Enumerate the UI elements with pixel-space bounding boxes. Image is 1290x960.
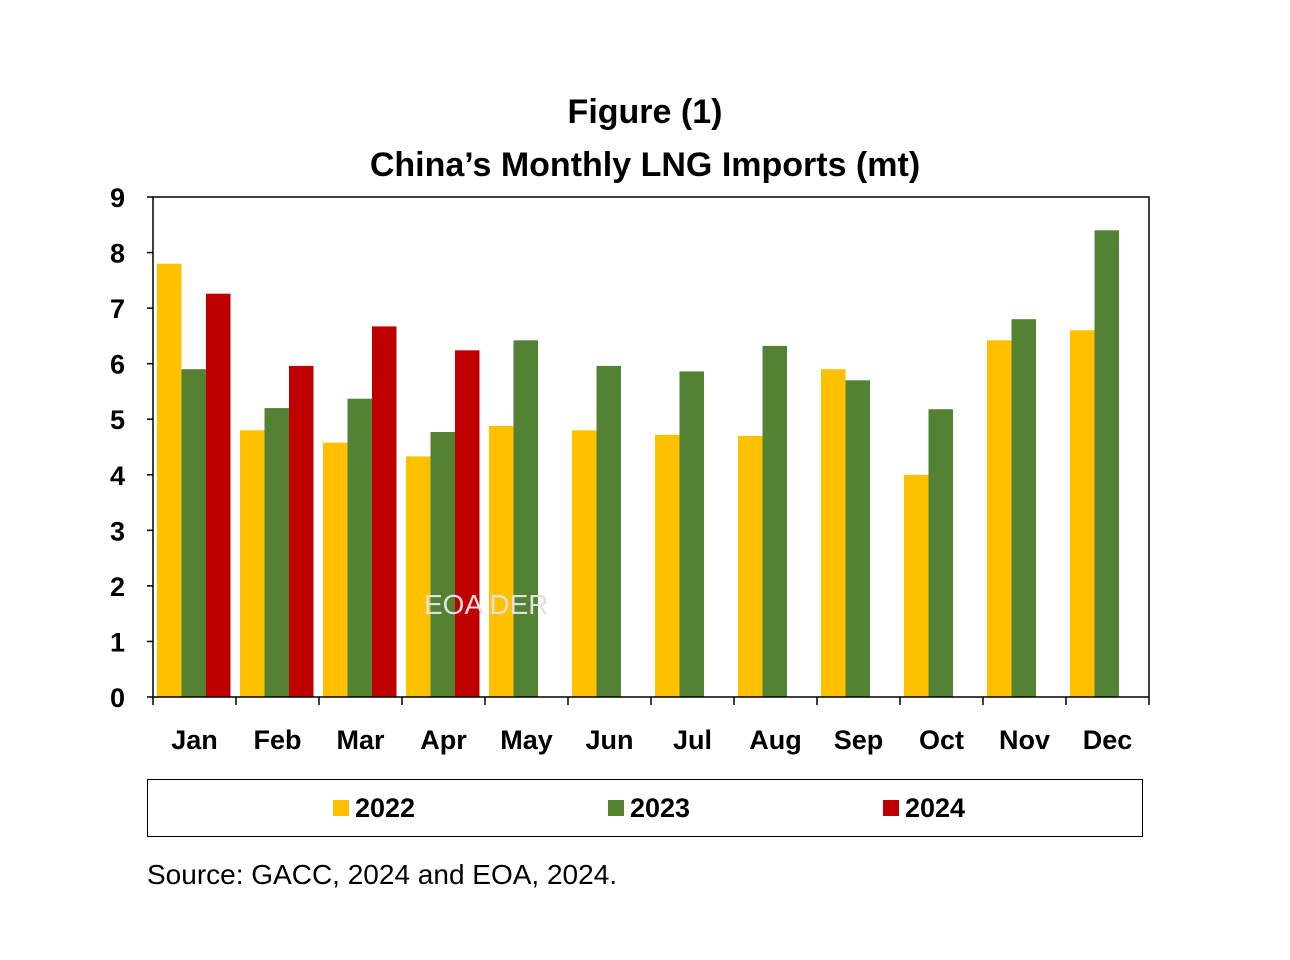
bar-2022-jul (655, 434, 680, 697)
y-tick-label: 4 (110, 461, 125, 491)
bar-2022-jun (572, 430, 597, 697)
bar-2023-aug (762, 345, 787, 697)
bar-2024-feb (289, 365, 314, 697)
legend-item-2023: 2023 (608, 793, 690, 823)
x-tick-label: Jul (673, 725, 712, 755)
x-tick-label: Apr (420, 725, 467, 755)
y-tick-label: 0 (110, 683, 125, 713)
x-tick-label: Feb (253, 725, 301, 755)
y-tick-label: 6 (110, 350, 125, 380)
bar-2024-jan (206, 293, 231, 697)
bar-2022-oct (904, 474, 929, 697)
watermark-text: EOA DER (424, 589, 548, 620)
y-tick-label: 9 (110, 183, 125, 213)
x-tick-label: Jan (171, 725, 218, 755)
bar-2022-dec (1070, 330, 1095, 697)
y-tick-label: 3 (110, 516, 125, 546)
bar-2023-nov (1011, 319, 1036, 697)
chart-legend: 2022 2023 2024 (147, 779, 1143, 837)
x-tick-label: Aug (749, 725, 801, 755)
x-tick-label: Nov (999, 725, 1050, 755)
legend-label-2022: 2022 (355, 793, 416, 823)
legend-swatch-2023 (608, 800, 624, 816)
y-tick-label: 5 (110, 405, 125, 435)
legend-swatch-2022 (333, 800, 349, 816)
bar-2024-apr (455, 350, 480, 697)
bar-2022-jan (157, 263, 182, 697)
bar-2022-apr (406, 456, 431, 697)
legend-swatch-2024 (883, 800, 899, 816)
x-tick-label: Oct (919, 725, 964, 755)
bar-2023-apr (430, 432, 455, 697)
bar-2022-aug (738, 435, 763, 697)
bar-2023-jul (679, 371, 704, 697)
bar-2024-mar (372, 326, 397, 697)
y-tick-label: 2 (110, 572, 125, 602)
legend-item-2024: 2024 (883, 793, 965, 823)
legend-label-2024: 2024 (905, 793, 966, 823)
y-tick-label: 1 (110, 627, 125, 657)
bar-2022-mar (323, 442, 348, 697)
bar-2022-sep (821, 369, 846, 697)
x-tick-label: May (500, 725, 553, 755)
x-tick-label: Jun (585, 725, 633, 755)
bar-2023-sep (845, 380, 870, 697)
legend-label-2023: 2023 (630, 793, 691, 823)
chart-title: Figure (1) (567, 93, 723, 131)
source-note: Source: GACC, 2024 and EOA, 2024. (147, 859, 618, 890)
bar-2023-jan (181, 369, 206, 697)
bar-2023-may (513, 340, 538, 697)
legend-item-2022: 2022 (333, 793, 415, 823)
bar-2023-dec (1094, 230, 1119, 698)
y-tick-label: 7 (110, 294, 125, 324)
bar-2022-may (489, 425, 514, 697)
bar-2023-feb (264, 408, 289, 697)
x-tick-label: Mar (336, 725, 385, 755)
x-tick-label: Dec (1083, 725, 1133, 755)
chart-subtitle: China’s Monthly LNG Imports (mt) (369, 146, 921, 184)
bar-2022-nov (987, 340, 1012, 697)
bar-2023-oct (928, 409, 953, 697)
x-tick-label: Sep (834, 725, 884, 755)
bar-2023-jun (596, 365, 621, 697)
bar-2022-feb (240, 430, 265, 697)
bar-2023-mar (347, 398, 372, 697)
y-tick-label: 8 (110, 239, 125, 269)
